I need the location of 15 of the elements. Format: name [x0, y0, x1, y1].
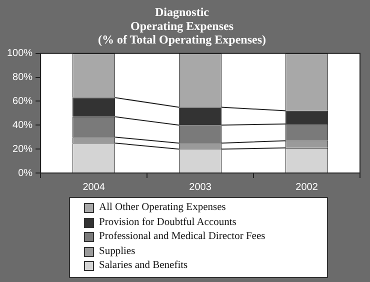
legend-label: All Other Operating Expenses: [99, 201, 226, 215]
legend-label: Professional and Medical Director Fees: [99, 230, 266, 244]
legend-label: Salaries and Benefits: [99, 259, 188, 273]
chart-title: Diagnostic Operating Expenses (% of Total Operating Expenses): [98, 4, 266, 47]
y-tick-label: 40%: [12, 120, 33, 131]
legend-label: Supplies: [99, 244, 136, 258]
legend-label: Provision for Doubtful Accounts: [99, 216, 236, 230]
x-tick-label: 2004: [82, 182, 106, 193]
y-tick-label: 20%: [12, 144, 33, 155]
y-tick-label: 100%: [7, 48, 33, 60]
x-tick-label: 2003: [189, 182, 212, 193]
y-tick-label: 80%: [12, 72, 33, 84]
y-tick-label: 0%: [18, 168, 33, 179]
x-tick-label: 2002: [296, 182, 318, 193]
y-tick-label: 60%: [12, 96, 33, 107]
